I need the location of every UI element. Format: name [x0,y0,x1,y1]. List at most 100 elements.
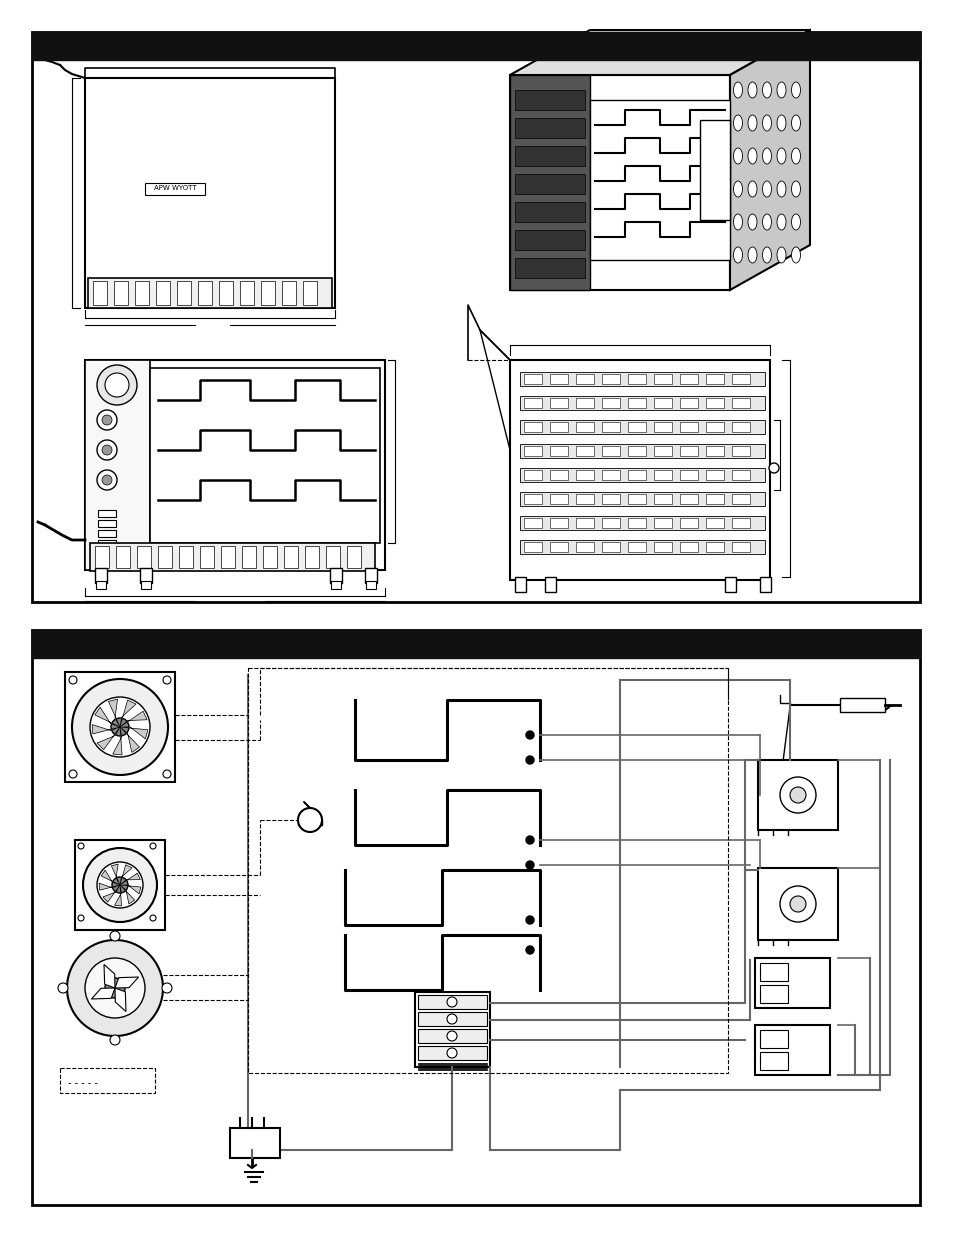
Bar [116,546,130,568]
Bar [519,420,764,433]
Bar [760,1052,787,1070]
Circle shape [150,915,156,921]
Bar [679,494,698,504]
Bar [731,517,749,529]
Ellipse shape [761,148,771,164]
Bar [282,282,295,305]
Bar [550,517,567,529]
Bar [200,546,213,568]
Bar [519,492,764,506]
Bar [519,372,764,387]
Bar [156,282,170,305]
Circle shape [97,410,117,430]
Bar [576,374,594,384]
Ellipse shape [776,148,785,164]
Bar [140,568,152,583]
Bar [85,359,385,571]
Bar [261,282,274,305]
Text: - - - - -: - - - - - [68,1078,98,1088]
Bar [731,446,749,456]
Bar [519,540,764,555]
Bar [331,580,340,589]
Bar [731,494,749,504]
Bar [627,471,645,480]
Bar [589,100,729,261]
Bar [417,995,486,1009]
Bar [515,258,584,278]
Polygon shape [120,711,147,727]
Circle shape [525,756,534,764]
Circle shape [768,463,779,473]
Circle shape [67,940,163,1036]
Bar [519,396,764,410]
Bar [601,542,619,552]
Bar [760,986,787,1003]
Circle shape [111,718,129,736]
Bar [731,542,749,552]
Bar [523,446,541,456]
Ellipse shape [747,247,757,263]
Bar [705,494,723,504]
Bar [330,568,341,583]
Ellipse shape [747,82,757,98]
Bar [705,471,723,480]
Bar [705,517,723,529]
Bar [515,146,584,165]
Bar [145,183,205,195]
Bar [523,542,541,552]
Ellipse shape [776,247,785,263]
Bar [65,672,174,782]
Bar [248,668,727,1073]
Bar [654,494,671,504]
Circle shape [85,958,145,1018]
Bar [523,471,541,480]
Bar [326,546,339,568]
Ellipse shape [747,148,757,164]
Bar [754,1025,829,1074]
Ellipse shape [776,214,785,230]
Circle shape [78,844,84,848]
Circle shape [525,916,534,924]
Ellipse shape [761,82,771,98]
Text: APW WYOTT: APW WYOTT [153,185,196,191]
Bar [60,1068,154,1093]
Bar [32,32,919,61]
Bar [179,546,193,568]
Bar [230,1128,280,1158]
Circle shape [97,440,117,459]
Bar [576,471,594,480]
Bar [679,517,698,529]
Bar [576,422,594,432]
Bar [515,230,584,249]
Ellipse shape [747,214,757,230]
Bar [550,446,567,456]
Ellipse shape [776,182,785,198]
Bar [515,90,584,110]
Bar [523,374,541,384]
Bar [92,282,107,305]
Bar [90,543,375,571]
Polygon shape [112,727,122,755]
Bar [550,398,567,408]
Bar [654,471,671,480]
Polygon shape [114,885,121,906]
Circle shape [789,897,805,911]
Bar [654,542,671,552]
Polygon shape [729,30,809,290]
Bar [515,174,584,194]
Bar [654,517,671,529]
Bar [198,282,212,305]
Polygon shape [91,988,115,999]
Bar [758,868,837,940]
Bar [576,494,594,504]
Circle shape [780,885,815,923]
Bar [263,546,276,568]
Polygon shape [97,727,120,750]
Ellipse shape [791,148,800,164]
Ellipse shape [733,182,741,198]
Circle shape [150,844,156,848]
Bar [758,760,837,830]
Bar [576,446,594,456]
Bar [576,542,594,552]
Bar [98,540,116,547]
